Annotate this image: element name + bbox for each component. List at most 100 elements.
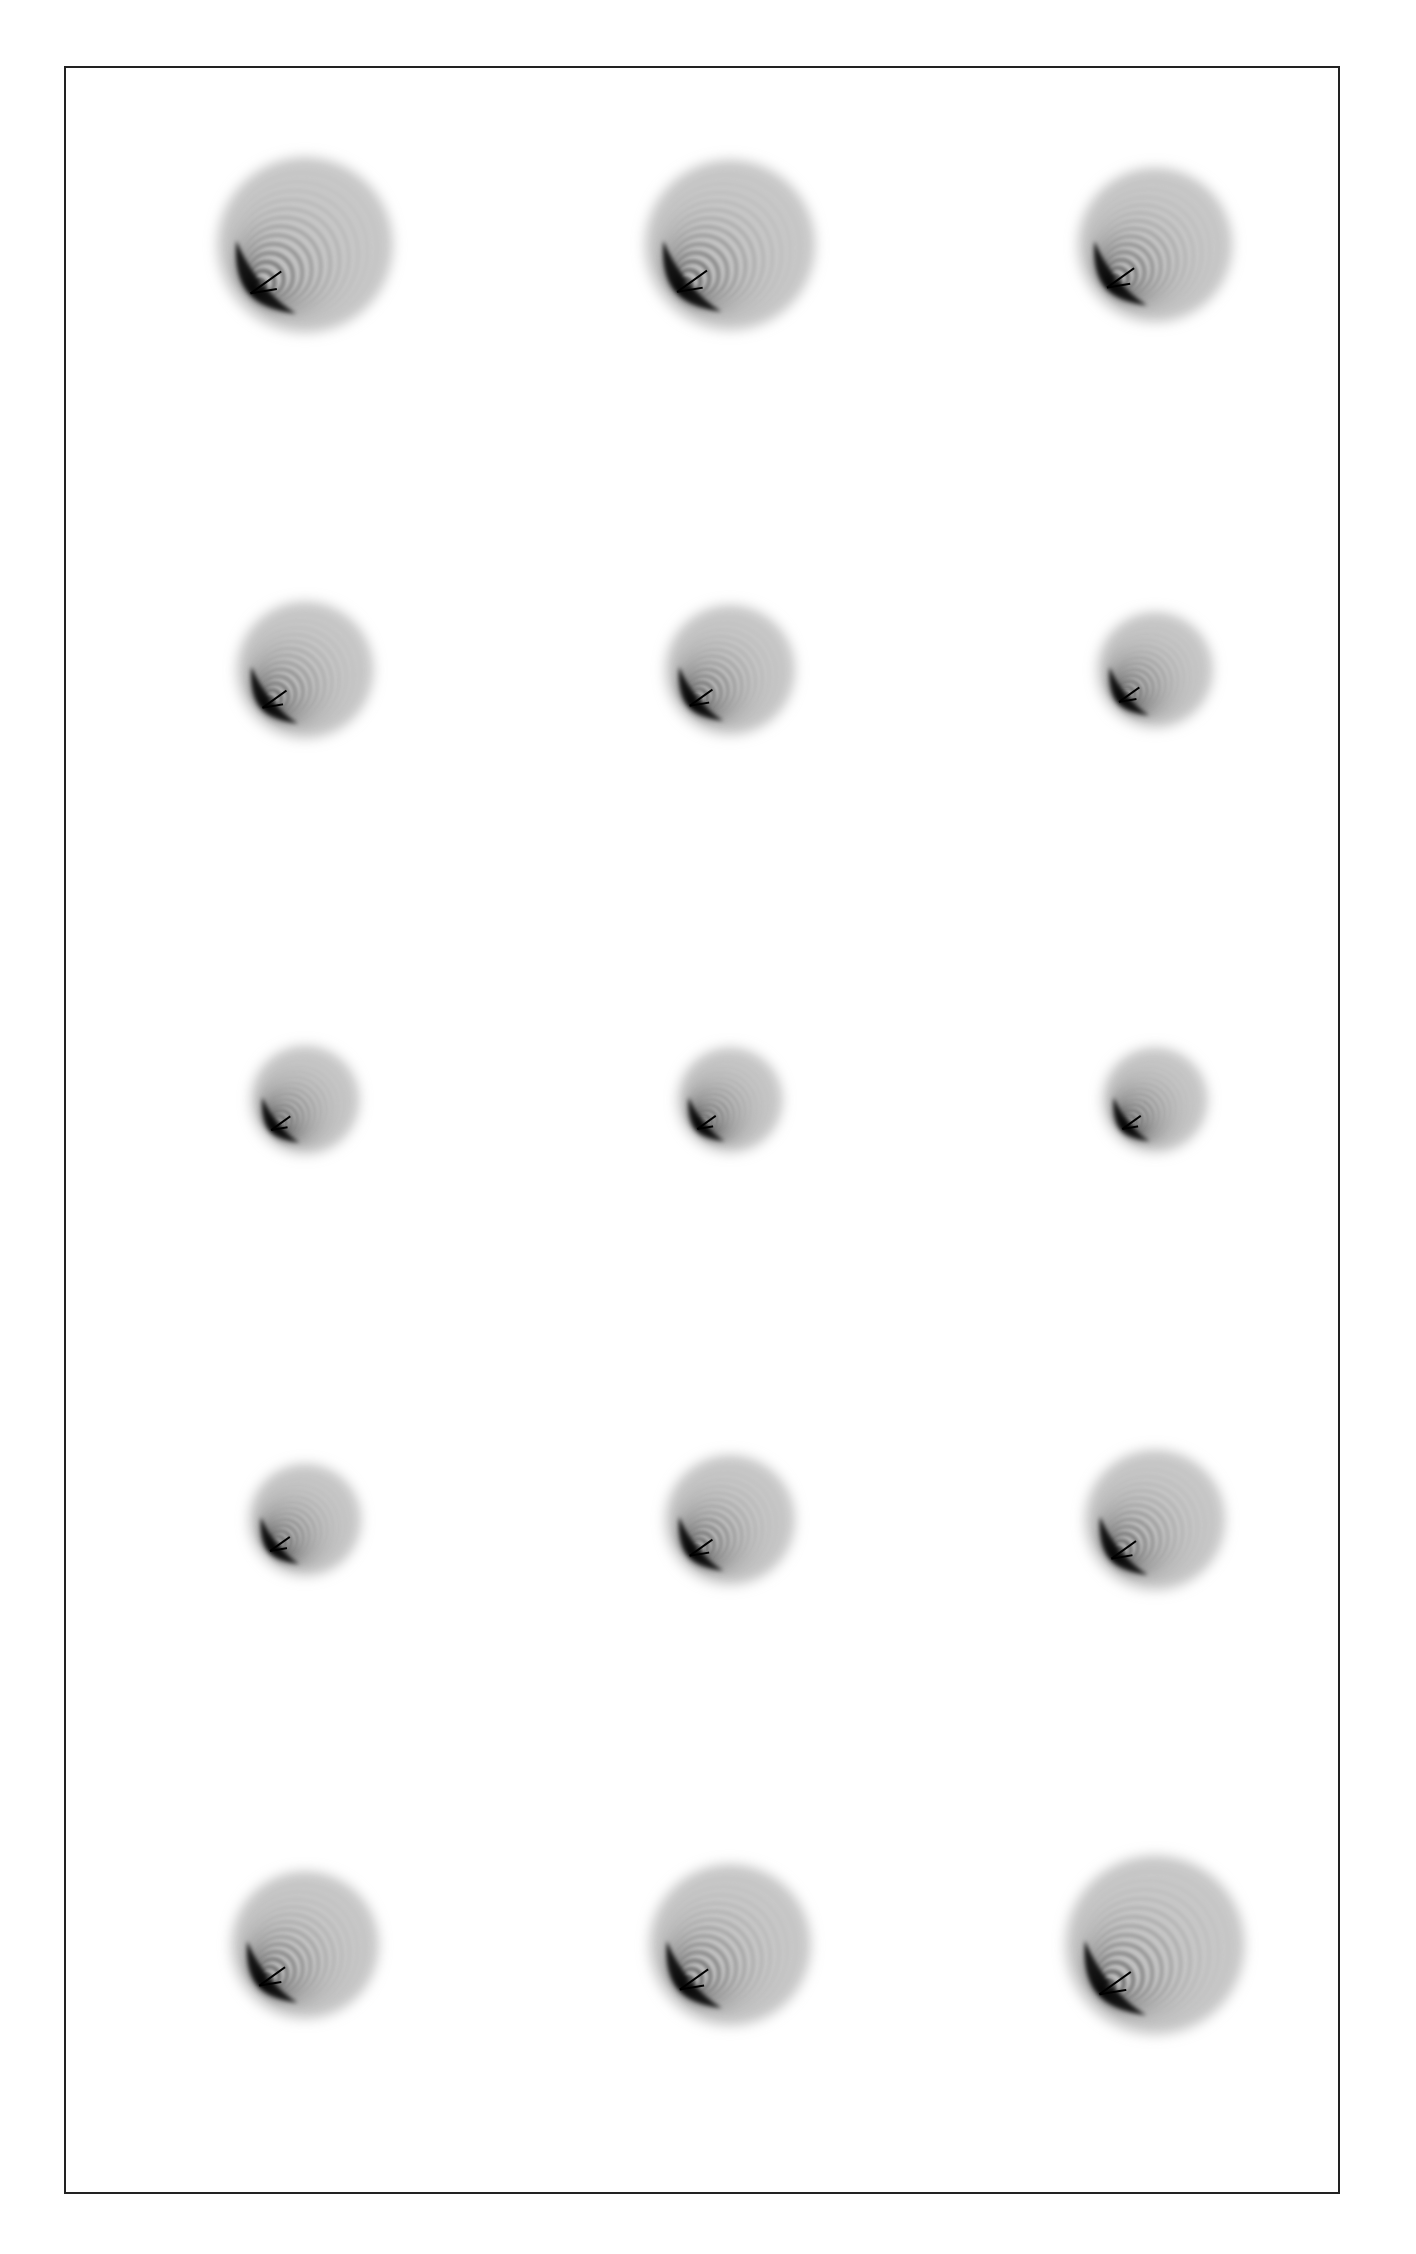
glyph-ring [1112,1077,1177,1142]
glyph-ring [650,165,810,325]
glyph-ring [653,174,801,322]
glyph-arrow [679,1968,709,1991]
glyph-crescent [688,1097,725,1142]
glyph-ring [227,181,369,322]
glyph-ring [1100,615,1209,724]
glyph-ring [1089,1454,1221,1586]
glyph-ring [249,640,333,724]
glyph-ring [660,1894,780,2013]
swirl-glyph [664,604,796,736]
glyph-ring [665,1910,763,2009]
swirl-glyph [649,1864,811,2026]
glyph-arrow [689,688,713,707]
glyph-ring [254,1473,352,1571]
glyph-ring [1086,188,1211,313]
swirl-glyph [1096,611,1214,729]
glyph-arrow [696,1115,717,1131]
glyph-ring [260,1076,328,1143]
glyph-ring [675,1485,764,1573]
glyph-ring [243,613,362,732]
glyph-ring [680,1050,780,1150]
glyph-ring [241,1898,351,2008]
glyph-crescent [246,1941,298,2003]
glyph-arrow [270,1115,291,1131]
glyph-crescent [1094,241,1148,306]
glyph-ring [682,1056,774,1148]
glyph-ring [675,635,764,723]
glyph-ring [1085,180,1219,315]
glyph-ring [674,628,771,725]
glyph-ring [254,1049,356,1151]
glyph-crescent [666,1940,722,2009]
glyph-ring [258,1065,339,1147]
glyph-ring [241,606,369,734]
glyph-ring [1092,211,1187,306]
glyph-ring [1080,1897,1201,2018]
glyph-ring [255,1054,351,1150]
glyph-ring [259,1495,329,1565]
glyph-ring [1106,639,1185,718]
glyph-ring [671,1466,784,1579]
glyph-ring [1078,1888,1211,2021]
glyph-ring [259,1070,334,1145]
glyph-arrow [1098,1971,1132,1996]
glyph-arrow [258,1966,286,1987]
glyph-crescent [235,240,297,314]
glyph-ring [669,609,791,731]
glyph-ring [659,200,774,315]
glyph-ring [1108,644,1179,716]
swirl-glyph [1077,167,1233,323]
glyph-ring [658,1886,789,2016]
glyph-crescent [1084,1940,1147,2016]
swirl-glyph [664,1454,796,1586]
glyph-ring [1088,196,1203,311]
swirl-glyph [644,159,816,331]
glyph-ring [255,1478,346,1570]
glyph-ring [234,207,341,314]
glyph-crescent [260,1517,300,1564]
glyph-ring [1090,204,1195,308]
glyph-ring [674,1478,771,1575]
glyph-ring [256,1484,340,1568]
swirl-glyph [1084,1449,1226,1591]
glyph-ring [256,1060,345,1148]
glyph-ring [1108,1061,1194,1147]
glyph-ring [1107,1056,1199,1148]
glyph-arrow [1110,1540,1137,1560]
glyph-ring [238,1883,366,2012]
glyph-ring [677,1492,757,1571]
glyph-ring [656,1878,797,2018]
glyph-ring [1071,1861,1239,2029]
glyph-crescent [1113,1097,1150,1142]
glyph-ring [1094,1475,1199,1580]
swirl-glyph [677,1047,783,1153]
swirl-glyph [236,601,374,739]
glyph-arrow [269,1536,291,1552]
glyph-ring [244,620,355,730]
glyph-ring [687,1077,752,1142]
glyph-ring [672,622,777,727]
glyph-ring [671,616,784,729]
swirl-glyph [217,157,393,333]
glyph-ring [1093,1468,1206,1582]
glyph-ring [1083,1906,1192,2015]
glyph-ring [672,1472,777,1577]
glyph-ring [657,191,783,317]
glyph-arrow [1121,1115,1142,1131]
glyph-ring [1074,1870,1229,2026]
glyph-ring [1105,633,1191,720]
glyph-arrow [261,689,288,709]
glyph-ring [236,1876,374,2014]
glyph-ring [655,182,792,320]
glyph-crescent [1099,1516,1148,1575]
glyph-ring [661,208,765,312]
glyph-ring [662,1902,772,2011]
glyph-ring [1105,1050,1205,1150]
glyph-crescent [678,666,724,721]
glyph-ring [1110,1071,1183,1144]
glyph-ring [258,1490,334,1566]
glyph-arrow [1106,267,1135,289]
glyph-arrow [676,269,708,293]
glyph-arrow [689,1538,713,1557]
